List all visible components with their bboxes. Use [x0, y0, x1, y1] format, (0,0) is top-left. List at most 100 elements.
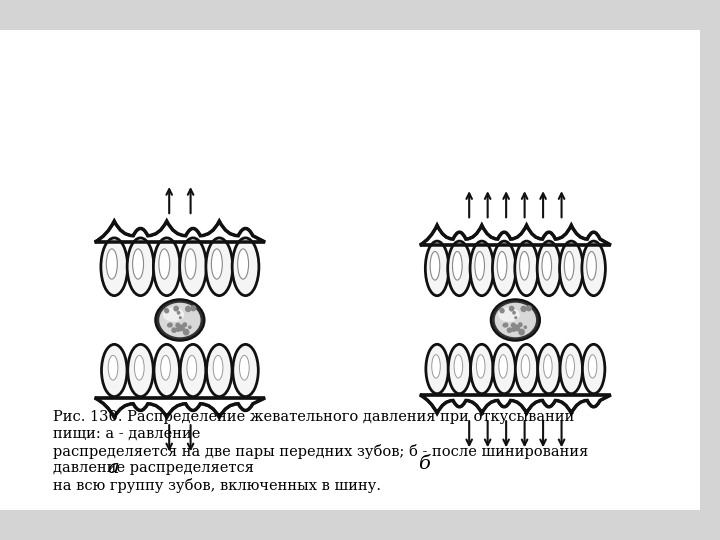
Circle shape: [514, 316, 518, 319]
Ellipse shape: [158, 302, 202, 338]
Ellipse shape: [101, 238, 127, 295]
Ellipse shape: [544, 355, 552, 378]
Text: а: а: [107, 459, 119, 477]
Text: б: б: [418, 455, 430, 473]
Circle shape: [511, 327, 516, 332]
Ellipse shape: [102, 345, 127, 396]
Circle shape: [500, 308, 503, 312]
Ellipse shape: [477, 355, 485, 378]
Ellipse shape: [132, 249, 143, 279]
Ellipse shape: [566, 355, 575, 378]
Ellipse shape: [430, 252, 440, 280]
Ellipse shape: [426, 345, 449, 394]
Ellipse shape: [135, 355, 144, 380]
Circle shape: [518, 322, 523, 327]
Circle shape: [174, 306, 179, 312]
Ellipse shape: [491, 299, 540, 341]
Ellipse shape: [185, 249, 196, 279]
Ellipse shape: [470, 241, 494, 296]
Ellipse shape: [426, 241, 449, 296]
Bar: [0, 0, 700, 30]
PathPatch shape: [95, 221, 265, 242]
Ellipse shape: [582, 241, 606, 296]
Circle shape: [517, 327, 520, 330]
Circle shape: [503, 322, 508, 327]
Ellipse shape: [187, 355, 197, 380]
Circle shape: [185, 306, 192, 312]
Ellipse shape: [212, 249, 222, 279]
Circle shape: [167, 323, 171, 327]
Ellipse shape: [493, 345, 516, 394]
Ellipse shape: [206, 238, 233, 295]
PathPatch shape: [420, 395, 611, 413]
Bar: [0, 510, 700, 540]
Ellipse shape: [587, 252, 596, 280]
Ellipse shape: [213, 355, 223, 380]
Text: на всю группу зубов, включенных в шину.: на всю группу зубов, включенных в шину.: [53, 478, 382, 493]
Circle shape: [510, 322, 516, 328]
Circle shape: [513, 325, 520, 332]
Ellipse shape: [127, 345, 153, 396]
Text: пищи: а - давление: пищи: а - давление: [53, 427, 201, 441]
Circle shape: [181, 327, 185, 330]
Ellipse shape: [108, 355, 118, 380]
Ellipse shape: [161, 355, 171, 380]
Ellipse shape: [582, 345, 605, 394]
Circle shape: [176, 327, 181, 332]
Ellipse shape: [156, 299, 204, 341]
Bar: [0, 30, 700, 510]
Ellipse shape: [240, 355, 249, 380]
Circle shape: [500, 308, 505, 314]
Ellipse shape: [471, 345, 493, 394]
Ellipse shape: [516, 345, 538, 394]
Circle shape: [181, 327, 184, 330]
Ellipse shape: [154, 345, 179, 396]
Text: распределяется на две пары передних зубов; б - после шинирования: распределяется на две пары передних зубо…: [53, 444, 589, 459]
Circle shape: [176, 311, 181, 315]
Ellipse shape: [521, 355, 530, 378]
Circle shape: [183, 329, 189, 335]
Text: давление распределяется: давление распределяется: [53, 461, 254, 475]
Ellipse shape: [475, 252, 485, 280]
Circle shape: [178, 325, 184, 332]
Circle shape: [503, 323, 507, 327]
Ellipse shape: [542, 252, 552, 280]
Ellipse shape: [564, 252, 574, 280]
Ellipse shape: [449, 345, 471, 394]
Circle shape: [171, 327, 177, 333]
Circle shape: [168, 322, 173, 327]
Ellipse shape: [180, 345, 206, 396]
Ellipse shape: [559, 241, 583, 296]
Circle shape: [509, 306, 515, 312]
Circle shape: [523, 326, 527, 329]
Ellipse shape: [207, 345, 232, 396]
Ellipse shape: [537, 241, 561, 296]
Ellipse shape: [588, 355, 597, 378]
Circle shape: [179, 316, 182, 319]
Ellipse shape: [107, 249, 117, 279]
Ellipse shape: [492, 241, 516, 296]
Ellipse shape: [232, 238, 259, 295]
Ellipse shape: [499, 355, 508, 378]
Circle shape: [182, 322, 187, 327]
Ellipse shape: [520, 252, 529, 280]
PathPatch shape: [95, 398, 265, 417]
Circle shape: [518, 329, 525, 335]
Ellipse shape: [454, 355, 463, 378]
Circle shape: [188, 326, 192, 329]
Ellipse shape: [515, 241, 539, 296]
Ellipse shape: [448, 241, 471, 296]
Ellipse shape: [432, 355, 441, 378]
Ellipse shape: [560, 345, 582, 394]
Circle shape: [512, 311, 516, 315]
Ellipse shape: [452, 252, 462, 280]
Ellipse shape: [163, 307, 184, 322]
Circle shape: [507, 327, 513, 333]
Ellipse shape: [498, 307, 520, 322]
Ellipse shape: [180, 238, 207, 295]
PathPatch shape: [420, 225, 611, 245]
Circle shape: [516, 327, 520, 330]
Circle shape: [164, 308, 168, 312]
Ellipse shape: [159, 249, 170, 279]
Ellipse shape: [153, 238, 180, 295]
